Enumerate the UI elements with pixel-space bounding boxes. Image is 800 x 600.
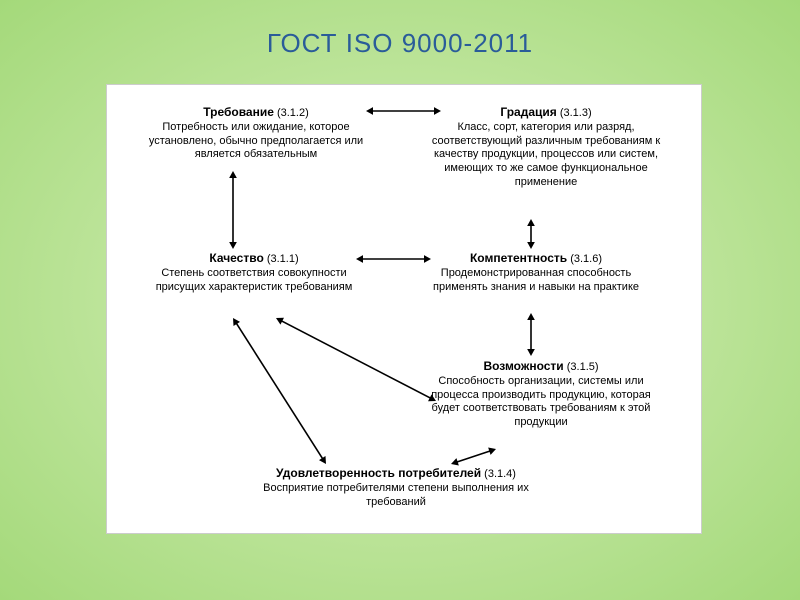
node-desc: Продемонстрированная способность применя… [433, 267, 639, 293]
node-req: Требование (3.1.2) Потребность или ожидан… [146, 105, 366, 162]
node-title: Градация [500, 105, 556, 119]
node-title: Требование [203, 105, 274, 119]
node-ref: (3.1.6) [570, 253, 602, 265]
node-ref: (3.1.3) [560, 107, 592, 119]
slide-title: ГОСТ ISO 9000-2011 [0, 28, 800, 59]
node-desc: Восприятие потребителями степени выполне… [263, 482, 529, 508]
node-title: Качество [209, 251, 263, 265]
node-ref: (3.1.4) [484, 468, 516, 480]
diagram-panel: Требование (3.1.2) Потребность или ожидан… [106, 84, 702, 534]
node-ref: (3.1.2) [277, 107, 309, 119]
node-sat: Удовлетворенность потребителей (3.1.4) Во… [246, 466, 546, 509]
node-ref: (3.1.1) [267, 253, 299, 265]
node-desc: Класс, сорт, категория или разряд, соотв… [432, 121, 660, 188]
node-title: Возможности [483, 359, 563, 373]
slide: ГОСТ ISO 9000-2011 Требование (3.1.2) Пот… [0, 0, 800, 600]
node-desc: Степень соответствия совокупности присущ… [156, 267, 353, 293]
node-desc: Способность организации, системы или про… [431, 375, 651, 428]
node-desc: Потребность или ожидание, которое устано… [149, 121, 363, 161]
node-cap: Возможности (3.1.5) Способность организац… [426, 359, 656, 430]
node-qual: Качество (3.1.1) Степень соответствия сов… [149, 251, 359, 294]
node-title: Удовлетворенность потребителей [276, 466, 481, 480]
node-title: Компетентность [470, 251, 567, 265]
node-grad: Градация (3.1.3) Класс, сорт, категория и… [431, 105, 661, 190]
node-comp: Компетентность (3.1.6) Продемонстрированн… [421, 251, 651, 294]
node-ref: (3.1.5) [567, 361, 599, 373]
